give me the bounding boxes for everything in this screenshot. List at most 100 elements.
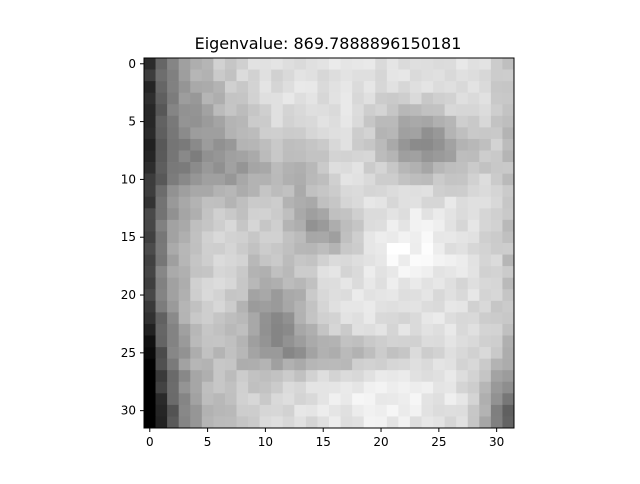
heatmap-cell <box>178 173 191 186</box>
heatmap-cell <box>421 300 434 313</box>
heatmap-cell <box>467 254 480 267</box>
heatmap-cell <box>317 162 330 174</box>
heatmap-cell <box>352 219 365 232</box>
heatmap-cell <box>155 254 168 267</box>
heatmap-cell <box>467 219 480 232</box>
heatmap-cell <box>467 404 480 417</box>
heatmap-cell <box>167 58 180 70</box>
heatmap-cell <box>352 173 365 186</box>
heatmap-cell <box>282 69 295 82</box>
heatmap-cell <box>409 266 422 279</box>
heatmap-cell <box>479 358 492 371</box>
heatmap-cell <box>213 323 226 336</box>
heatmap-cell <box>433 370 445 383</box>
heatmap-cell <box>409 115 422 128</box>
heatmap-cell <box>282 347 295 359</box>
heatmap-cell <box>155 370 168 383</box>
heatmap-cell <box>236 312 249 325</box>
heatmap-cell <box>317 289 330 302</box>
heatmap-cell <box>248 370 260 383</box>
heatmap-cell <box>467 115 480 128</box>
heatmap-cell <box>375 81 388 94</box>
heatmap-cell <box>236 277 249 290</box>
heatmap-cell <box>144 266 156 279</box>
heatmap-cell <box>317 196 330 209</box>
heatmap-cell <box>340 58 353 70</box>
heatmap-cell <box>444 127 457 140</box>
heatmap-cell <box>490 404 503 417</box>
heatmap-cell <box>282 300 295 313</box>
heatmap-cell <box>502 92 515 105</box>
y-tick-label: 20 <box>121 288 136 302</box>
heatmap-cell <box>386 300 399 313</box>
heatmap-cell <box>224 115 237 128</box>
heatmap-cell <box>317 254 330 267</box>
heatmap-cell <box>224 312 237 325</box>
heatmap-cell <box>317 323 330 336</box>
heatmap-cell <box>317 208 330 221</box>
heatmap-cell <box>502 254 515 267</box>
heatmap-cell <box>317 266 330 279</box>
heatmap-cell <box>271 243 284 255</box>
heatmap-cell <box>363 162 376 174</box>
heatmap-cell <box>340 162 353 174</box>
heatmap-cell <box>490 323 503 336</box>
heatmap-cell <box>259 381 272 394</box>
heatmap-cell <box>201 404 214 417</box>
heatmap-cell <box>329 323 341 336</box>
heatmap-cell <box>444 243 457 255</box>
heatmap-cell <box>421 127 434 140</box>
heatmap-cell <box>236 81 249 94</box>
heatmap-cell <box>144 289 156 302</box>
heatmap-cell <box>248 358 260 371</box>
heatmap-cell <box>467 231 480 244</box>
heatmap-cell <box>178 208 191 221</box>
heatmap-cell <box>433 208 445 221</box>
heatmap-cell <box>282 416 295 429</box>
heatmap-cell <box>317 393 330 406</box>
heatmap-cell <box>352 231 365 244</box>
heatmap-cell <box>490 162 503 174</box>
heatmap-cell <box>421 150 434 163</box>
heatmap-cell <box>282 393 295 406</box>
heatmap-cell <box>144 416 156 429</box>
heatmap-cell <box>352 300 365 313</box>
heatmap-cell <box>305 393 318 406</box>
heatmap-cell <box>502 104 515 117</box>
heatmap-cell <box>479 323 492 336</box>
heatmap-cell <box>167 185 180 198</box>
heatmap-cell <box>398 358 411 371</box>
heatmap-cell <box>155 231 168 244</box>
heatmap-cell <box>213 266 226 279</box>
heatmap-cell <box>236 69 249 82</box>
heatmap-cell <box>167 289 180 302</box>
heatmap-cell <box>502 277 515 290</box>
heatmap-cell <box>155 347 168 359</box>
heatmap-cell <box>352 312 365 325</box>
heatmap-cell <box>190 81 203 94</box>
heatmap-cell <box>340 323 353 336</box>
heatmap-cell <box>340 254 353 267</box>
heatmap-cell <box>479 127 492 140</box>
heatmap-cell <box>479 416 492 429</box>
heatmap-cell <box>213 58 226 70</box>
heatmap-cell <box>248 185 260 198</box>
heatmap-cell <box>386 381 399 394</box>
heatmap-cell <box>467 69 480 82</box>
heatmap-cell <box>178 243 191 255</box>
heatmap-cell <box>433 243 445 255</box>
heatmap-cell <box>456 185 469 198</box>
heatmap-cell <box>248 231 260 244</box>
heatmap-cell <box>178 277 191 290</box>
heatmap-cell <box>201 416 214 429</box>
heatmap-cell <box>467 312 480 325</box>
heatmap-cell <box>444 138 457 151</box>
heatmap-cell <box>317 243 330 255</box>
heatmap-cell <box>502 231 515 244</box>
heatmap-cell <box>224 358 237 371</box>
heatmap-cell <box>271 104 284 117</box>
heatmap-cell <box>282 92 295 105</box>
heatmap-cell <box>456 381 469 394</box>
heatmap-cell <box>363 312 376 325</box>
heatmap-cell <box>248 81 260 94</box>
